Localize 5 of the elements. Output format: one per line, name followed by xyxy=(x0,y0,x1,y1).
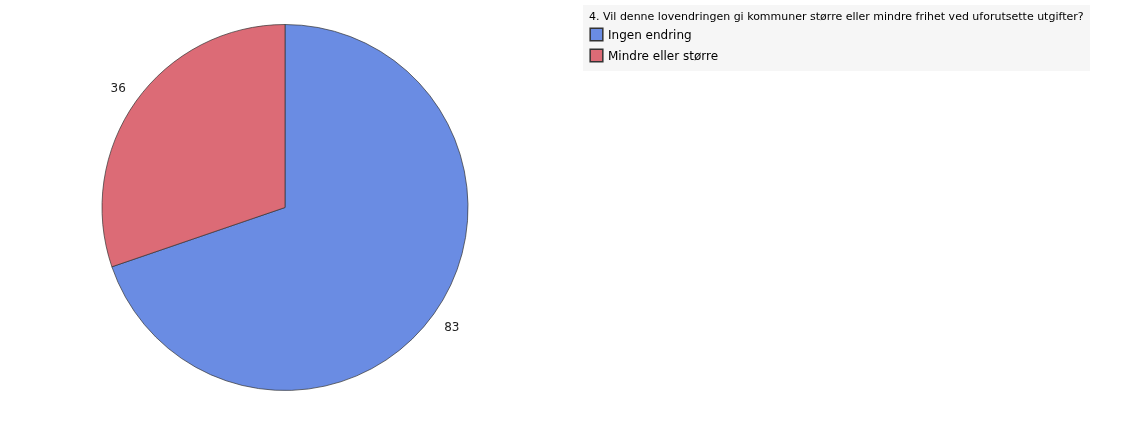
data-label: 83 xyxy=(444,319,460,334)
data-label: 36 xyxy=(110,81,126,96)
legend-label: Ingen endring xyxy=(608,27,692,42)
legend-title: 4. Vil denne lovendringen gi kommuner større eller mindre frihet ved uforutsette utgifter? xyxy=(589,10,1084,23)
legend-label: Mindre eller større xyxy=(608,48,719,63)
